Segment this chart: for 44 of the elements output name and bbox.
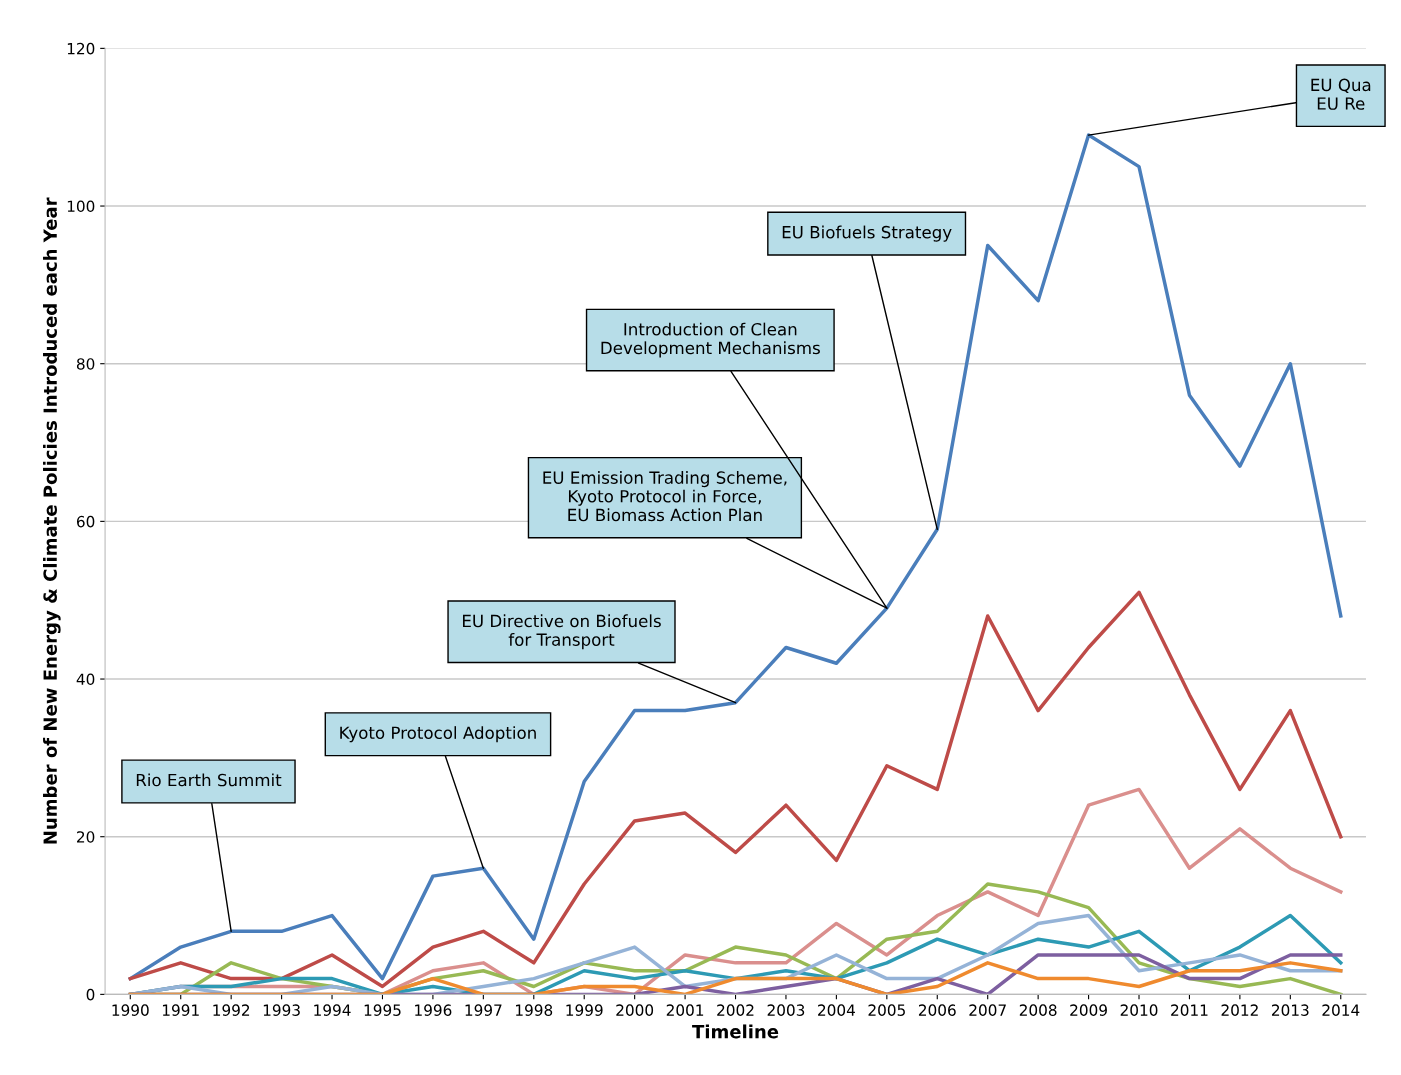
annotation: EU Qua EU Re xyxy=(1311,78,1371,110)
x-tick-label: 1994 xyxy=(314,1004,351,1016)
annotation: EU Directive on Biofuels for Transport xyxy=(463,614,661,650)
x-tick-label: 2004 xyxy=(818,1004,855,1016)
annotation: Introduction of Clean Development Mechanisms xyxy=(601,322,820,358)
line-series xyxy=(128,133,1343,981)
x-tick-label: 1996 xyxy=(415,1004,452,1016)
y-axis-title: Number of New Energy & Climate Policies Introduced each Year xyxy=(43,197,61,844)
y-tick-label: 20 xyxy=(77,831,95,843)
x-tick-label: 2013 xyxy=(1272,1004,1309,1016)
annotation: Rio Earth Summit xyxy=(136,773,282,787)
x-tick-label: 2011 xyxy=(1171,1004,1208,1016)
x-tick-label: 1990 xyxy=(112,1004,149,1016)
x-tick-label: 2008 xyxy=(1019,1004,1057,1016)
x-tick-label: 1992 xyxy=(213,1004,250,1016)
x-tick-label: 2009 xyxy=(1070,1004,1107,1016)
y-tick-label: 120 xyxy=(67,42,95,55)
x-axis-title: Timeline xyxy=(692,1024,779,1039)
x-tick-label: 2014 xyxy=(1322,1004,1360,1016)
annotation: EU Biofuels Strategy xyxy=(782,225,952,242)
x-tick-label: 2002 xyxy=(717,1004,754,1016)
line-series xyxy=(128,961,1343,995)
x-tick-label: 1998 xyxy=(516,1004,553,1016)
x-tick-label: 1993 xyxy=(263,1004,300,1016)
x-tick-label: 1991 xyxy=(162,1004,199,1016)
x-tick-label: 2012 xyxy=(1221,1004,1258,1016)
x-tick-label: 2005 xyxy=(868,1004,905,1016)
y-tick-label: 80 xyxy=(76,358,95,370)
x-tick-label: 1995 xyxy=(364,1004,401,1016)
y-tick-label: 0 xyxy=(86,988,95,1001)
x-tick-label: 1999 xyxy=(566,1004,603,1016)
x-tick-label: 2001 xyxy=(666,1004,704,1016)
annotation: EU Emission Trading Scheme, Kyoto Protocol in Force, EU Biomass Action Plan xyxy=(543,471,787,522)
y-tick-label: 100 xyxy=(67,200,95,213)
annotation: Kyoto Protocol Adoption xyxy=(340,726,536,743)
x-tick-label: 2010 xyxy=(1120,1004,1158,1016)
x-tick-label: 2003 xyxy=(767,1004,805,1016)
y-tick-label: 60 xyxy=(76,515,95,528)
x-tick-label: 2006 xyxy=(918,1004,956,1016)
y-tick-label: 40 xyxy=(76,673,95,686)
x-tick-label: 1997 xyxy=(465,1004,502,1016)
x-tick-label: 2007 xyxy=(969,1004,1006,1016)
x-tick-label: 2000 xyxy=(616,1004,654,1016)
line-series xyxy=(128,590,1343,989)
